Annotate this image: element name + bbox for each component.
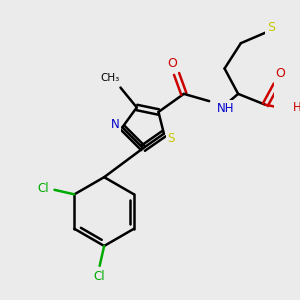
Text: CH₃: CH₃: [100, 74, 119, 83]
Text: H: H: [292, 101, 300, 114]
Text: O: O: [167, 57, 177, 70]
Text: Cl: Cl: [38, 182, 50, 194]
Text: Cl: Cl: [94, 270, 106, 283]
Text: S: S: [267, 21, 275, 34]
Text: N: N: [111, 118, 119, 131]
Text: NH: NH: [216, 102, 234, 115]
Text: O: O: [276, 67, 286, 80]
Text: S: S: [167, 132, 175, 145]
